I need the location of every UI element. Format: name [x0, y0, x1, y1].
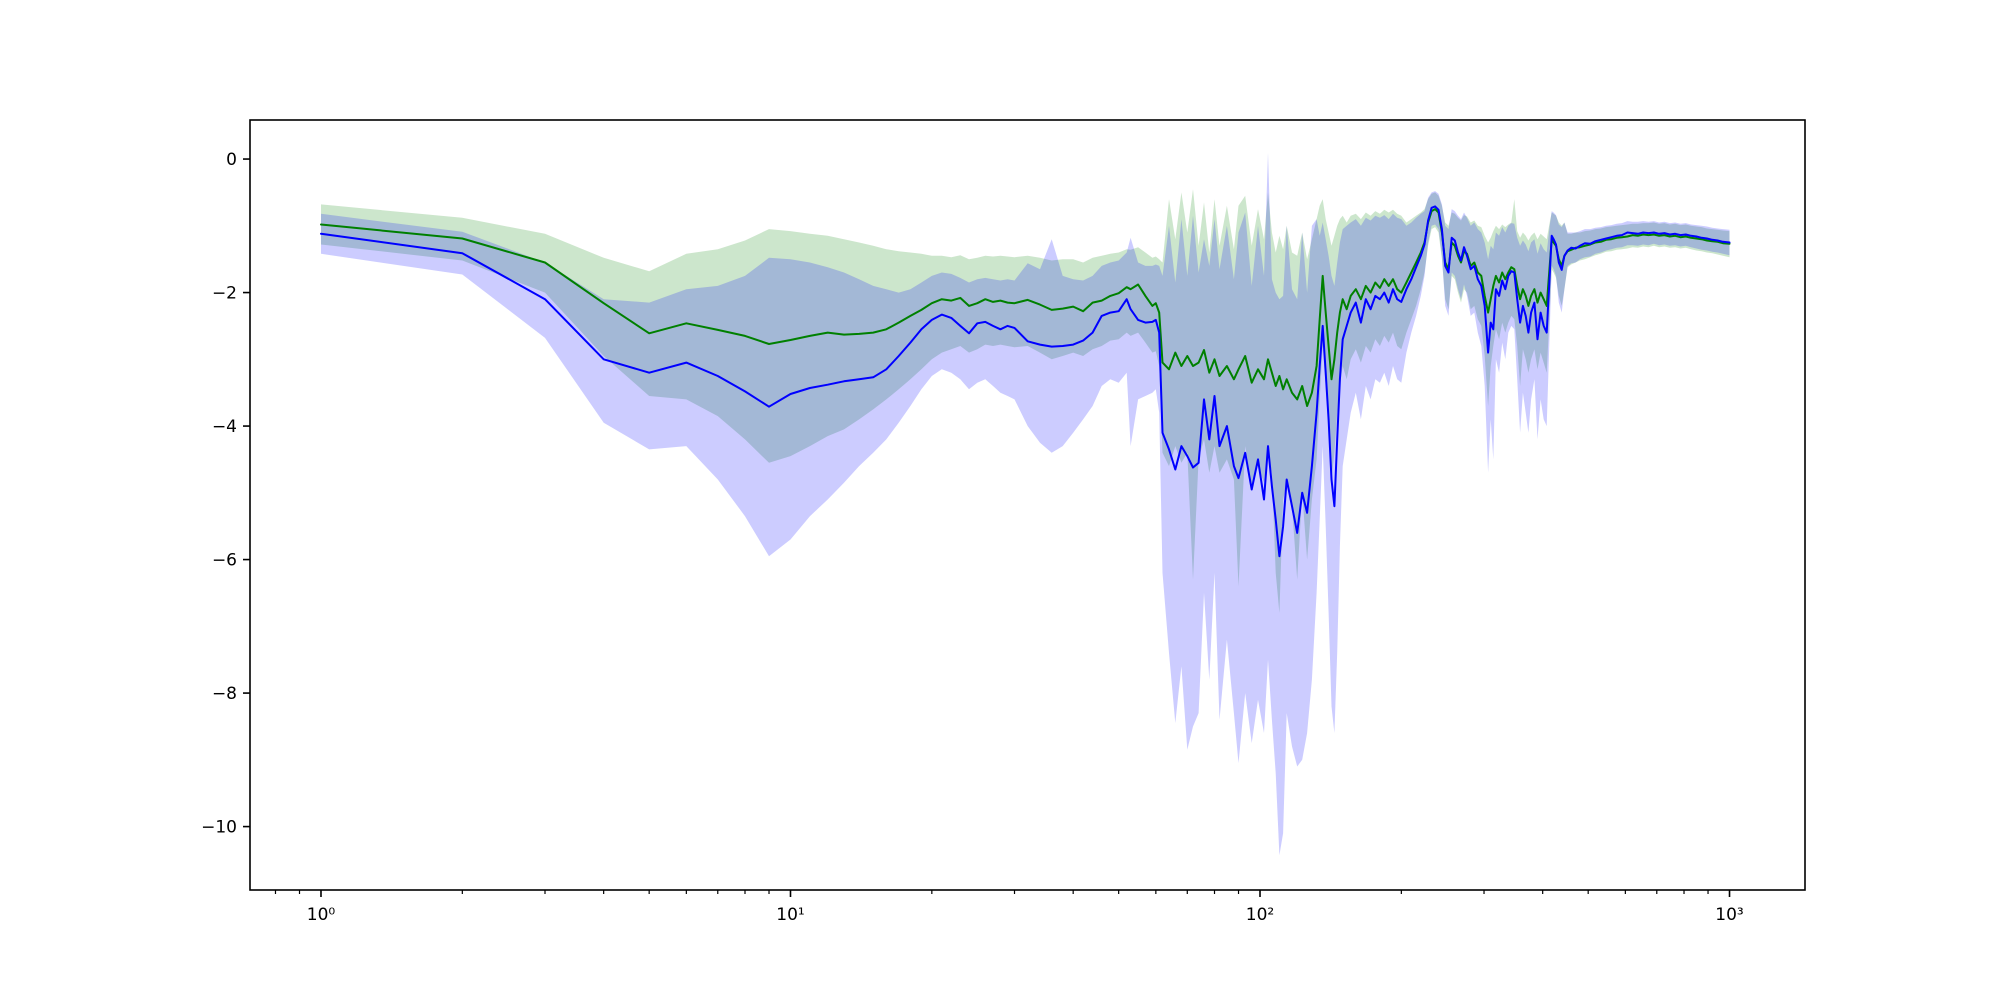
green-series-band	[321, 189, 1730, 613]
plot-border	[249, 119, 1806, 891]
y-tick-label: −6	[212, 551, 237, 571]
y-tick-label: −10	[201, 818, 237, 838]
x-tick-label: 10⁰	[307, 905, 336, 925]
x-axis: 10⁰ 10¹ 10² 10³	[274, 890, 1744, 925]
x-tick-label: 10²	[1246, 905, 1274, 925]
x-tick-label: 10¹	[776, 905, 804, 925]
y-tick-label: −2	[212, 284, 237, 304]
series-lines	[320, 205, 1731, 558]
y-tick-label: 0	[226, 150, 237, 170]
blue-series-line	[320, 205, 1731, 558]
y-tick-label: −8	[212, 684, 237, 704]
green-series-line	[320, 208, 1731, 407]
y-tick-label: −4	[212, 417, 237, 437]
series-bands	[321, 152, 1730, 856]
y-axis: 0 −2 −4 −6 −8 −10	[201, 150, 250, 838]
plot-border-rect	[249, 119, 1806, 891]
blue-series-band	[321, 152, 1730, 856]
x-tick-label: 10³	[1715, 905, 1743, 925]
